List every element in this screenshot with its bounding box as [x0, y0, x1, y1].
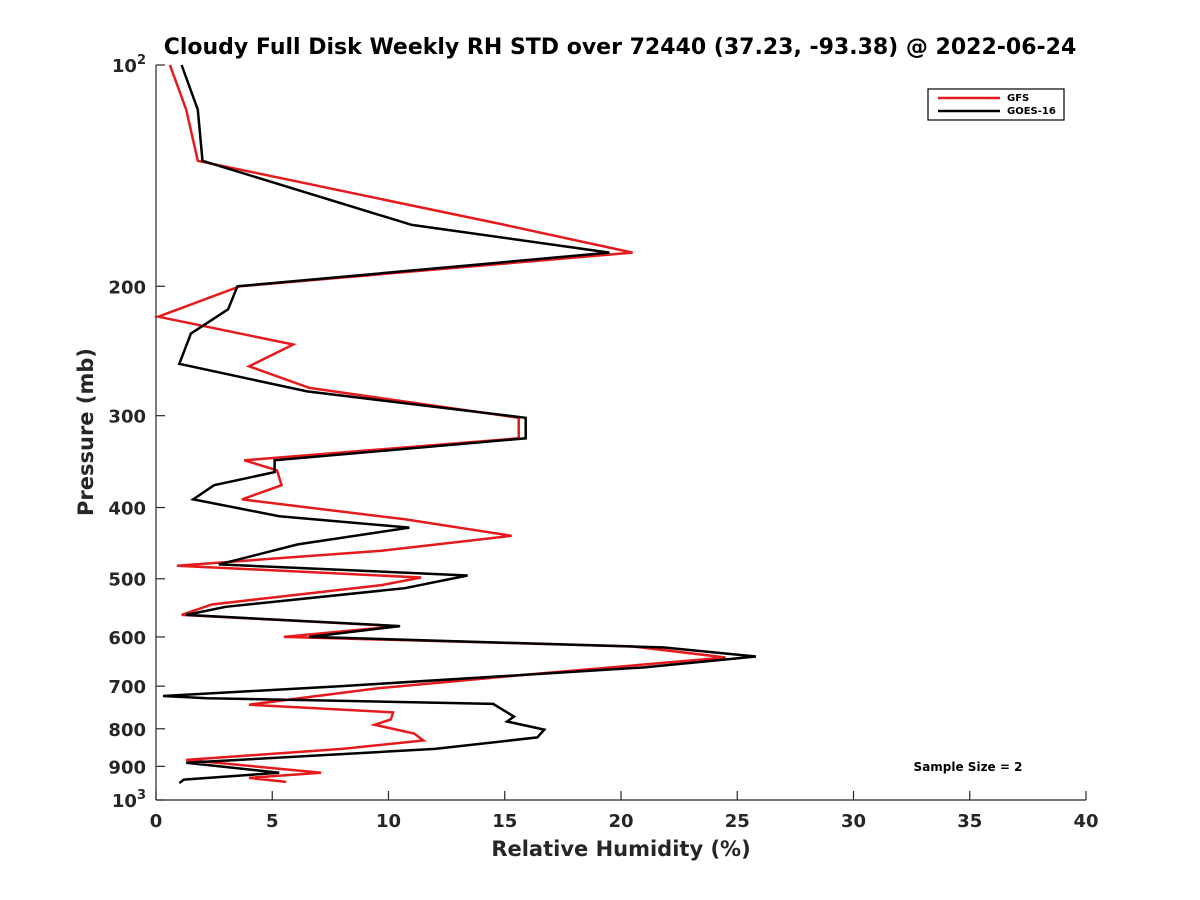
x-tick-label: 10: [376, 811, 401, 832]
series-line-goes16: [162, 64, 757, 785]
sample-size-annotation: Sample Size = 2: [914, 760, 1023, 774]
y-tick-label: 500: [108, 570, 146, 591]
x-tick-label: 40: [1073, 811, 1098, 832]
y-tick-base: 10: [112, 56, 137, 77]
x-tick-label: 35: [957, 811, 982, 832]
y-tick-label: 300: [108, 407, 146, 428]
y-tick-label: 600: [108, 628, 146, 649]
x-tick-label: 20: [608, 811, 633, 832]
y-tick-label: 900: [108, 757, 146, 778]
chart-title: Cloudy Full Disk Weekly RH STD over 7244…: [164, 35, 1077, 60]
y-tick-exponent: 2: [137, 53, 146, 68]
legend-label-gfs: GFS: [1007, 93, 1029, 104]
y-tick-label: 400: [108, 499, 146, 520]
x-tick-label: 30: [841, 811, 866, 832]
y-tick-label: 800: [108, 720, 146, 741]
y-tick-exponent: 3: [137, 788, 146, 803]
plot-area-frame: [156, 65, 1086, 800]
y-axis-label: Pressure (mb): [74, 348, 98, 516]
x-tick-label: 5: [266, 811, 279, 832]
x-tick-label: 0: [150, 811, 163, 832]
y-tick-label: 700: [108, 677, 146, 698]
y-tick-base: 10: [112, 791, 137, 812]
series-line-gfs: [153, 64, 726, 784]
legend-box: [927, 88, 1065, 121]
y-tick-label: 103: [112, 788, 146, 812]
x-tick-label: 15: [492, 811, 517, 832]
series-layer: [153, 64, 757, 785]
x-axis-ticks: 0 5 10 15 20 25 30 35 40: [150, 791, 1099, 832]
x-axis-label: Relative Humidity (%): [491, 837, 750, 861]
y-tick-label: 200: [108, 277, 146, 298]
legend-label-goes16: GOES-16: [1007, 106, 1056, 117]
y-tick-label: 102: [112, 53, 146, 77]
legend: GFS GOES-16: [927, 88, 1065, 121]
x-tick-label: 25: [725, 811, 750, 832]
